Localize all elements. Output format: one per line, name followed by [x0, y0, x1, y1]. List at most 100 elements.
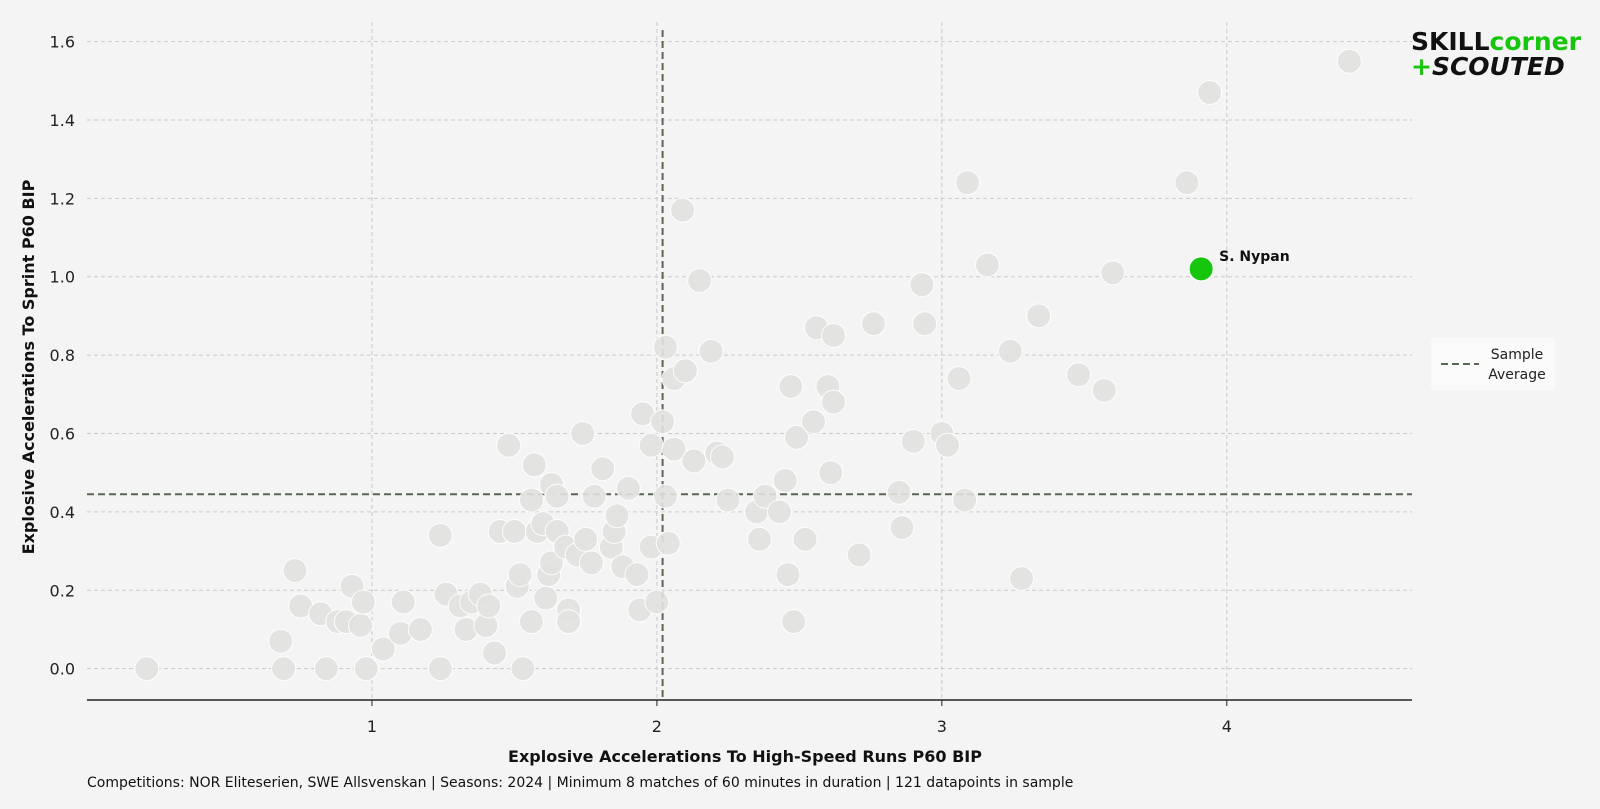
scatter-point: [407, 616, 433, 642]
scatter-point: [681, 448, 707, 474]
scatter-point: [1174, 170, 1200, 196]
x-tick-label: 4: [1222, 717, 1232, 736]
scatter-point: [1009, 566, 1035, 592]
scatter-point: [519, 609, 545, 635]
scatter-point: [644, 589, 670, 615]
scatter-point: [781, 609, 807, 635]
scatter-point: [650, 409, 676, 435]
scatter-point: [519, 487, 545, 513]
scatter-point: [496, 432, 522, 458]
scatter-point: [271, 656, 297, 682]
scatter-point: [578, 550, 604, 576]
scatter-point: [350, 589, 376, 615]
axes: 0.0 0.2 0.4 0.6 0.8 1.0 1.2 1.4 1.6 1 2 3 4: [50, 33, 1412, 736]
x-tick-label: 2: [652, 717, 662, 736]
scatter-point: [652, 483, 678, 509]
scatter-point: [778, 373, 804, 399]
scatter-point: [573, 526, 599, 552]
logo-line1: SKILLcorner: [1411, 27, 1582, 56]
y-axis-title: Explosive Accelerations To Sprint P60 BI…: [19, 179, 38, 554]
legend-label-line1: Sample: [1491, 347, 1544, 363]
logo-scouted: SCOUTED: [1432, 52, 1565, 81]
scatter-point: [946, 366, 972, 392]
y-tick-label: 0.4: [50, 503, 75, 522]
scatter-point: [1091, 377, 1117, 403]
scatter-point: [670, 197, 696, 223]
scatter-point: [510, 656, 536, 682]
x-axis-title: Explosive Accelerations To High-Speed Ru…: [508, 747, 982, 766]
logo-line2: +SCOUTED: [1411, 52, 1565, 81]
scatter-point: [370, 636, 396, 662]
scatter-point: [709, 444, 735, 470]
scatter-point: [615, 475, 641, 501]
scatter-point: [912, 311, 938, 337]
scatter-point: [746, 526, 772, 552]
scatter-point: [766, 499, 792, 525]
scatter-point: [507, 562, 533, 588]
scatter-point: [687, 268, 713, 294]
scatter-point: [313, 656, 339, 682]
scatter-point: [935, 432, 961, 458]
y-tick-label: 1.6: [50, 33, 75, 52]
scatter-point: [604, 503, 630, 529]
scatter-point: [476, 593, 502, 619]
scatter-point: [752, 483, 778, 509]
scatter-point: [427, 522, 453, 548]
highlight-label: S. Nypan: [1219, 249, 1290, 265]
scatter-point: [821, 389, 847, 415]
grid: [87, 22, 1412, 700]
y-tick-label: 0.0: [50, 660, 75, 679]
y-tick-label: 0.8: [50, 346, 75, 365]
legend: Sample Average: [1431, 338, 1555, 390]
footnote: Competitions: NOR Eliteserien, SWE Allsv…: [87, 775, 1073, 791]
y-tick-label: 0.6: [50, 425, 75, 444]
legend-box: [1431, 338, 1555, 390]
scatter-point: [661, 436, 687, 462]
scatter-point: [570, 421, 596, 447]
logo-plus: +: [1411, 52, 1432, 81]
scatter-point: [900, 428, 926, 454]
legend-label-line2: Average: [1488, 367, 1546, 383]
scatter-point: [521, 452, 547, 478]
scatter-point: [715, 487, 741, 513]
scatter-point: [792, 526, 818, 552]
x-tick-label: 1: [367, 717, 377, 736]
scatter-point: [533, 585, 559, 611]
scatter-point: [581, 483, 607, 509]
scatter-point: [1100, 260, 1126, 286]
scatter-point: [909, 272, 935, 298]
scatter-point: [818, 460, 844, 486]
scatter-point: [652, 334, 678, 360]
scatter-point: [846, 542, 872, 568]
scatter-point: [1026, 303, 1052, 329]
scatter-point: [427, 656, 453, 682]
y-tick-label: 1.2: [50, 189, 75, 208]
scatter-point: [134, 656, 160, 682]
scatter-point: [655, 530, 681, 556]
scatter-point: [282, 558, 308, 584]
scatter-point: [481, 640, 507, 666]
scatter-point: [1197, 80, 1223, 106]
highlight-group: S. Nypan: [1188, 249, 1290, 282]
scatter-point: [784, 424, 810, 450]
logo: SKILLcorner +SCOUTED: [1411, 27, 1582, 81]
logo-skill: SKILL: [1411, 27, 1490, 56]
y-tick-label: 1.4: [50, 111, 75, 130]
y-tick-label: 1.0: [50, 268, 75, 287]
scatter-point: [952, 487, 978, 513]
scatter-point: [538, 550, 564, 576]
scatter-point: [860, 311, 886, 337]
scatter-point: [1336, 48, 1362, 74]
scatter-point: [886, 479, 912, 505]
scatter-point: [772, 468, 798, 494]
highlight-point: [1188, 256, 1214, 282]
x-tick-label: 3: [937, 717, 947, 736]
scatter-point: [268, 628, 294, 654]
scatter-point: [974, 252, 1000, 278]
scatter-point: [353, 656, 379, 682]
data-points: [134, 48, 1362, 682]
y-tick-label: 0.2: [50, 581, 75, 600]
scatter-point: [672, 358, 698, 384]
scatter-point: [638, 432, 664, 458]
scatter-point: [954, 170, 980, 196]
